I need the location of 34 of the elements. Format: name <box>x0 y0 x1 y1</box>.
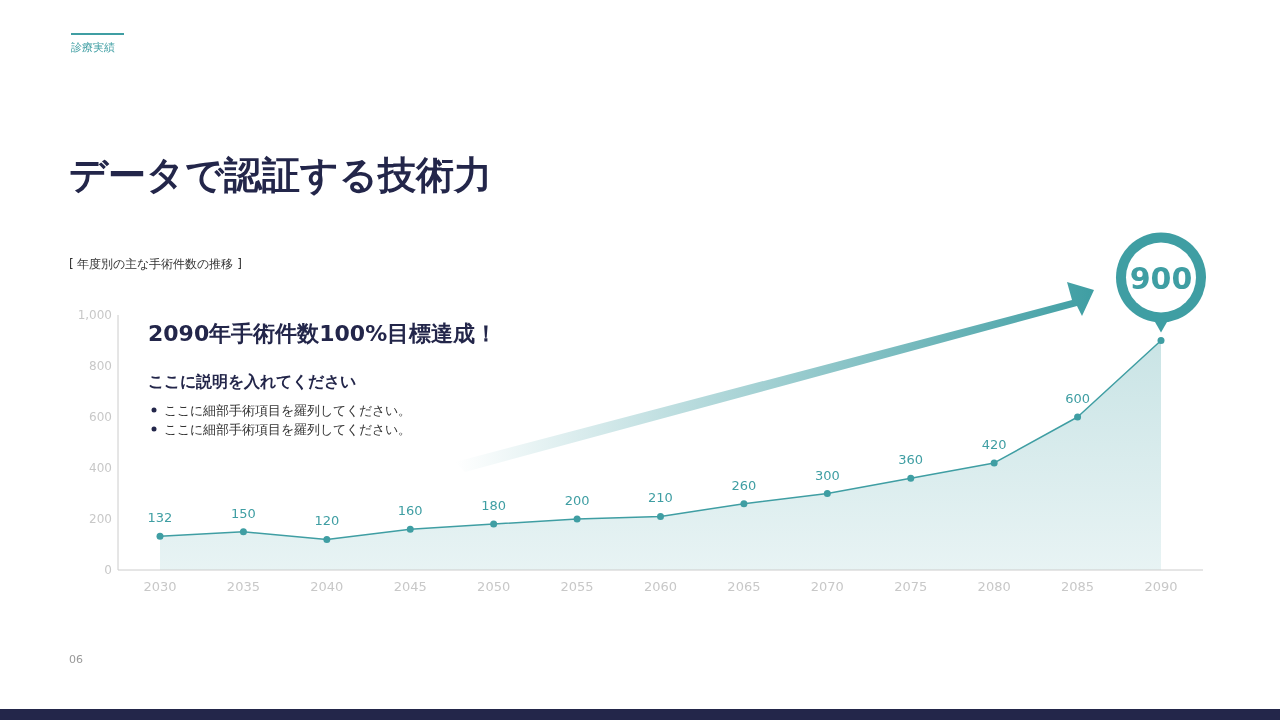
point <box>1074 413 1082 421</box>
text: 診療実績 <box>71 41 115 54</box>
data-label: 420 <box>981 436 1007 452</box>
point <box>823 490 831 497</box>
annotation: 2090年手術件数100%目標達成！ <box>148 321 498 346</box>
data-label: 120 <box>314 513 340 529</box>
point <box>1157 337 1165 344</box>
text: 06 <box>69 653 83 666</box>
point <box>907 474 915 482</box>
data-label: 200 <box>564 493 590 508</box>
data-label: 360 <box>898 452 924 468</box>
data-label: 260 <box>731 477 757 493</box>
data-label: 210 <box>648 490 673 506</box>
chart-subtitle: [ 年度別の主な手術件数の推移 ] <box>69 257 242 271</box>
chart-title: データで認証する技術力 <box>69 153 492 197</box>
data-label: 160 <box>397 503 423 519</box>
point <box>239 528 247 536</box>
point <box>323 535 331 543</box>
data-label: 132 <box>147 510 173 526</box>
annotation: ここに細部手術項目を羅列してください。 <box>164 403 411 418</box>
point <box>740 500 748 508</box>
point <box>406 525 414 533</box>
data-label: 180 <box>481 498 507 514</box>
point <box>573 515 581 523</box>
annotation: ここに説明を入れてください <box>148 372 356 391</box>
data-label: 900 <box>1129 260 1193 296</box>
data-label: 300 <box>814 467 840 483</box>
annotation: ここに細部手術項目を羅列してください。 <box>164 422 411 437</box>
point <box>490 520 498 528</box>
point <box>990 459 998 467</box>
data-label: 150 <box>231 505 256 521</box>
point <box>156 532 164 540</box>
point <box>657 512 664 520</box>
data-label: 600 <box>1065 391 1090 406</box>
